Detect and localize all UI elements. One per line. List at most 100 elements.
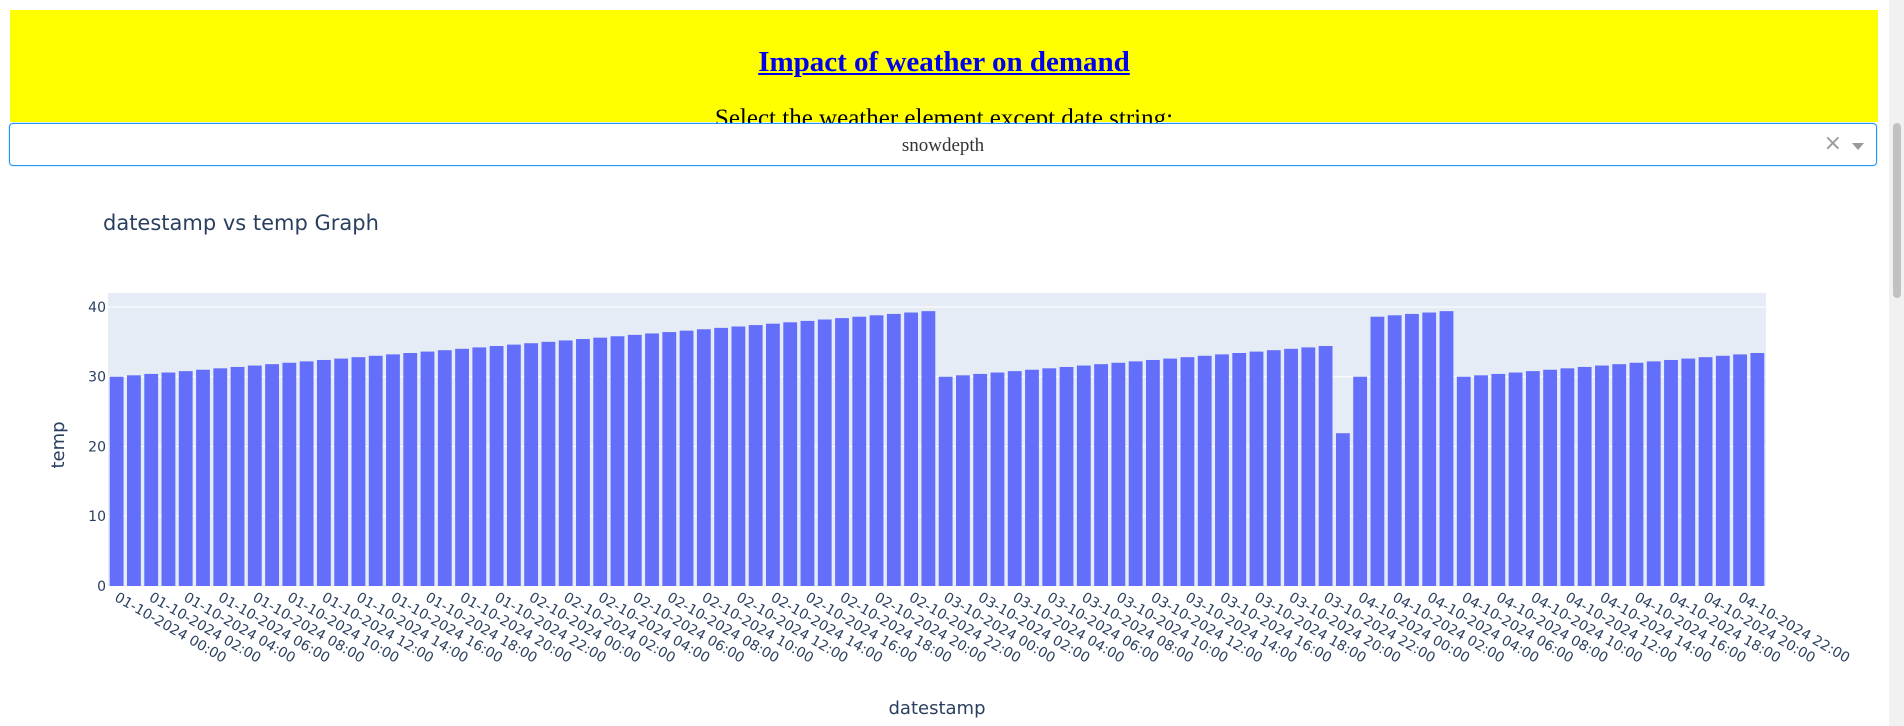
bar[interactable] [1232,353,1247,586]
bar[interactable] [1733,354,1748,586]
bar[interactable] [299,361,314,586]
bar[interactable] [1560,368,1575,586]
weather-element-dropdown[interactable]: snowdepth × [9,123,1877,166]
bar[interactable] [679,330,694,586]
bar[interactable] [1318,346,1333,586]
bar[interactable] [1698,357,1713,586]
bar[interactable] [1353,376,1368,586]
bar[interactable] [1284,348,1298,586]
bar[interactable] [489,346,504,586]
bar[interactable] [1249,351,1264,586]
bar[interactable] [1474,375,1488,586]
bar[interactable] [230,366,245,586]
bar[interactable] [334,358,349,586]
bar[interactable] [1439,311,1454,586]
bar[interactable] [886,313,901,586]
bar[interactable] [696,329,711,586]
bar[interactable] [109,376,124,586]
bar[interactable] [144,373,159,586]
bar[interactable] [541,341,556,586]
bar[interactable] [1525,371,1540,586]
bar[interactable] [921,311,936,586]
bar[interactable] [1422,312,1437,586]
clear-icon[interactable]: × [1823,131,1842,156]
bar[interactable] [1543,369,1558,586]
bar[interactable] [990,372,1005,586]
bar[interactable] [817,319,832,586]
bar[interactable] [1629,362,1644,586]
bar[interactable] [1094,364,1108,586]
bar[interactable] [1750,353,1765,586]
bar[interactable] [1612,364,1627,586]
bar[interactable] [576,339,590,586]
bar[interactable] [1111,362,1126,586]
chevron-down-icon[interactable] [1852,143,1864,150]
bar[interactable] [1681,358,1696,586]
bar[interactable] [1595,365,1609,586]
bar[interactable] [938,376,953,586]
bar[interactable] [956,375,970,586]
bar[interactable] [610,336,625,586]
bar[interactable] [1145,359,1160,586]
bar[interactable] [835,318,849,586]
bar[interactable] [455,348,469,586]
bar[interactable] [386,354,400,586]
bar[interactable] [1007,371,1022,586]
scrollbar-track[interactable] [1889,0,1904,726]
bar[interactable] [558,340,573,586]
bar[interactable] [662,332,677,586]
bar[interactable] [1180,357,1195,586]
bar[interactable] [1059,366,1074,586]
bar[interactable] [1076,365,1091,586]
bar[interactable] [748,325,763,586]
bar[interactable] [766,323,780,586]
bar[interactable] [437,350,452,586]
bar[interactable] [127,375,141,586]
bar[interactable] [1715,355,1730,586]
bar[interactable] [800,320,815,586]
bar[interactable] [1646,361,1661,586]
bar[interactable] [1405,313,1419,586]
bar[interactable] [904,312,919,586]
scrollbar-thumb[interactable] [1893,123,1901,298]
bar[interactable] [1491,373,1506,586]
bar[interactable] [1301,347,1316,586]
bar[interactable] [403,353,418,586]
bar[interactable] [1042,368,1057,586]
bar[interactable] [213,368,228,586]
bar[interactable] [1197,355,1212,586]
bar[interactable] [1335,433,1350,586]
bar[interactable] [368,355,383,586]
bar[interactable] [161,372,176,586]
bar[interactable] [783,322,798,586]
bar[interactable] [645,333,659,586]
bar[interactable] [1215,354,1229,586]
bar[interactable] [627,334,642,586]
bar[interactable] [1025,369,1039,586]
bar[interactable] [1370,316,1385,586]
bar[interactable] [1456,376,1471,586]
bar[interactable] [247,365,262,586]
bar[interactable] [1387,315,1402,586]
bar[interactable] [1577,366,1592,586]
bar[interactable] [472,347,487,586]
bar[interactable] [869,315,884,586]
bar[interactable] [1266,350,1281,586]
bar[interactable] [852,316,867,586]
bar[interactable] [351,357,366,586]
bar[interactable] [282,362,297,586]
bar[interactable] [265,364,279,586]
bar[interactable] [178,371,193,586]
bar[interactable] [196,369,210,586]
bar[interactable] [1508,372,1523,586]
bar[interactable] [593,337,608,586]
bar[interactable] [506,344,521,586]
bar[interactable] [1128,361,1143,586]
bar[interactable] [316,359,331,586]
bar[interactable] [714,327,729,586]
bar[interactable] [973,373,988,586]
bar[interactable] [524,343,539,586]
bar[interactable] [731,326,746,586]
bar[interactable] [1163,358,1178,586]
bar[interactable] [420,351,435,586]
